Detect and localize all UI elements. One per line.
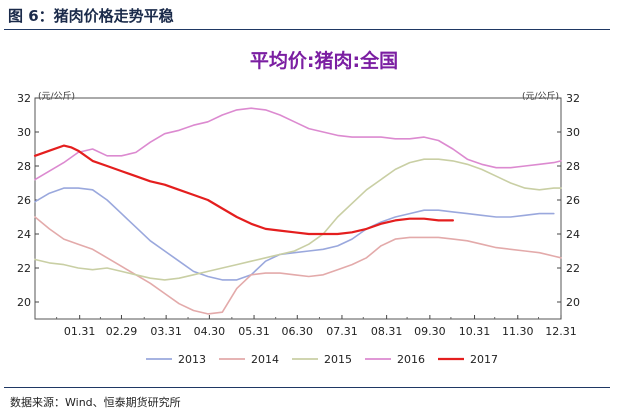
series-line-2014 [34, 216, 562, 315]
x-tick-label: 02.29 [106, 325, 138, 338]
y-left-unit-label: (元/公斤) [38, 91, 75, 102]
y-right-tick-label: 28 [566, 160, 580, 173]
source-note: 数据来源：Wind、恒泰期货研究所 [10, 396, 181, 409]
chart-title: 平均价:猪肉:全国 [250, 49, 398, 72]
series-line-2013 [34, 187, 555, 281]
x-tick-label: 03.31 [150, 325, 182, 338]
y-right-tick-label: 32 [566, 92, 580, 105]
x-tick-label: 05.31 [238, 325, 270, 338]
x-tick-label: 09.30 [414, 325, 446, 338]
y-left-tick-label: 32 [17, 92, 31, 105]
legend-label-2014: 2014 [251, 353, 279, 366]
header-rule [4, 29, 610, 30]
chart-container: 平均价:猪肉:全国 (元/公斤) (元/公斤) 20 20 22 22 24 24 26 26… [4, 36, 610, 381]
legend-label-2013: 2013 [178, 353, 206, 366]
line-chart: 平均价:猪肉:全国 (元/公斤) (元/公斤) 20 20 22 22 24 24 26 26… [17, 49, 580, 366]
y-left-tick-label: 26 [17, 194, 31, 207]
figure-header: 图 6：猪肉价格走势平稳 [0, 0, 623, 30]
y-left-tick-label: 30 [17, 126, 31, 139]
y-right-tick-label: 22 [566, 262, 580, 275]
x-tick-label: 06.30 [282, 325, 314, 338]
y-right-tick-label: 24 [566, 228, 580, 241]
x-tick-label: 11.30 [502, 325, 534, 338]
y-right-tick-label: 30 [566, 126, 580, 139]
y-left-tick-label: 20 [17, 296, 31, 309]
figure-label: 图 6：猪肉价格走势平稳 [8, 7, 174, 25]
legend-label-2017: 2017 [470, 353, 498, 366]
series-line-2016 [34, 107, 562, 181]
y-left-tick-label: 28 [17, 160, 31, 173]
y-left-tick-label: 24 [17, 228, 31, 241]
x-tick-label: 07.31 [326, 325, 358, 338]
plot-frame [34, 97, 562, 320]
series-line-2017 [33, 144, 454, 236]
y-right-unit-label: (元/公斤) [522, 91, 559, 102]
x-tick-label: 10.31 [459, 325, 491, 338]
series-line-2015 [34, 158, 562, 281]
legend-label-2015: 2015 [324, 353, 352, 366]
legend-label-2016: 2016 [397, 353, 425, 366]
y-left-tick-label: 22 [17, 262, 31, 275]
y-right-tick-label: 26 [566, 194, 580, 207]
x-tick-label: 04.30 [194, 325, 226, 338]
x-tick-label: 12.31 [545, 325, 577, 338]
y-right-tick-label: 20 [566, 296, 580, 309]
source-rule [4, 387, 610, 388]
x-tick-label: 08.31 [371, 325, 403, 338]
x-tick-label: 01.31 [64, 325, 96, 338]
